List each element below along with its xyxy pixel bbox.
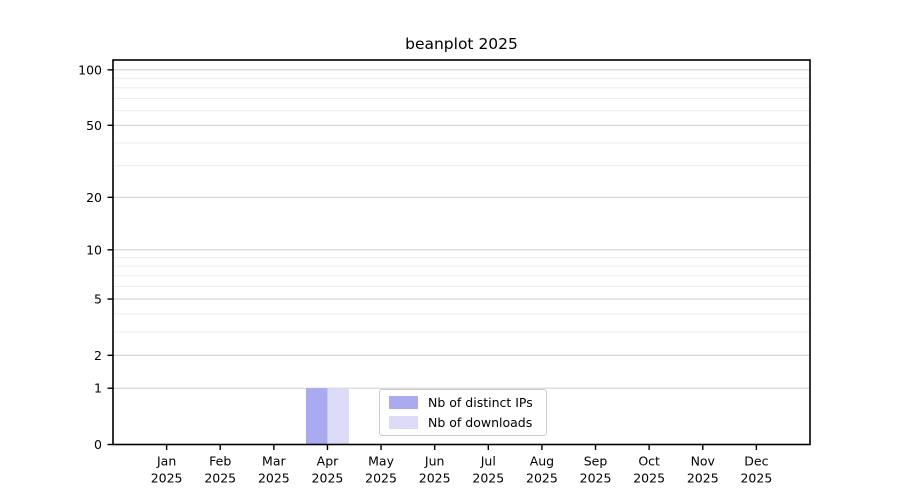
x-tick-label-month: Apr <box>317 454 339 469</box>
plot-border <box>112 59 811 446</box>
y-tick-label: 100 <box>78 62 102 77</box>
legend-swatch-distinct-ips <box>389 396 418 409</box>
x-tick-label-year: 2025 <box>204 471 236 486</box>
legend: Nb of distinct IPs Nb of downloads <box>379 389 547 436</box>
x-tick-label-year: 2025 <box>151 471 183 486</box>
x-tick-label-year: 2025 <box>740 471 772 486</box>
x-tick-label-year: 2025 <box>472 471 504 486</box>
x-tick-label-year: 2025 <box>312 471 344 486</box>
x-tick-label-year: 2025 <box>633 471 665 486</box>
x-tick-label-month: Nov <box>691 454 716 469</box>
x-tick-label-month: May <box>368 454 394 469</box>
x-tick-label-month: Jul <box>480 454 496 469</box>
legend-item-distinct-ips: Nb of distinct IPs <box>389 395 546 411</box>
x-tick-label-month: Dec <box>744 454 768 469</box>
x-tick-label-year: 2025 <box>580 471 612 486</box>
legend-label-downloads: Nb of downloads <box>428 415 533 430</box>
legend-swatch-downloads <box>389 416 418 429</box>
x-tick-label-year: 2025 <box>258 471 290 486</box>
x-tick-label-month: Sep <box>584 454 608 469</box>
x-tick-label-month: Oct <box>638 454 660 469</box>
bar-distinct-ips <box>305 388 328 445</box>
y-tick-label: 1 <box>94 381 102 396</box>
y-tick-label: 20 <box>86 190 102 205</box>
y-tick-label: 5 <box>94 292 102 307</box>
x-tick-label-month: Jun <box>424 454 445 469</box>
y-tick-label: 50 <box>86 118 102 133</box>
x-tick-label-month: Aug <box>530 454 554 469</box>
x-tick-label-month: Jan <box>156 454 176 469</box>
x-tick-label-month: Mar <box>262 454 286 469</box>
x-tick-label-year: 2025 <box>419 471 451 486</box>
x-tick-label-year: 2025 <box>687 471 719 486</box>
y-tick-label: 2 <box>94 348 102 363</box>
chart-title: beanplot 2025 <box>405 35 518 53</box>
x-tick-label-month: Feb <box>209 454 231 469</box>
legend-item-downloads: Nb of downloads <box>389 415 546 431</box>
x-tick-label-year: 2025 <box>526 471 558 486</box>
x-tick-label-year: 2025 <box>365 471 397 486</box>
legend-label-distinct-ips: Nb of distinct IPs <box>428 395 533 410</box>
y-tick-label: 0 <box>94 437 102 452</box>
bar-downloads <box>327 388 349 445</box>
y-tick-label: 10 <box>86 242 102 257</box>
